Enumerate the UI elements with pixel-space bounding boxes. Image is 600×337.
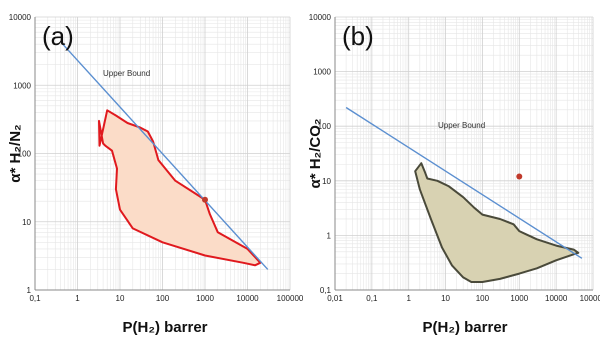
panel-1-upper-bound-line: [62, 43, 269, 270]
panel-2-x-tick-label: 1000: [510, 294, 528, 303]
panel-2-y-tick-label: 1000: [313, 68, 331, 77]
panel-2-x-tick-label: 100000: [580, 294, 600, 303]
panel-1-panel-label: (a): [42, 21, 74, 51]
panel-1-x-tick-label: 1000: [196, 294, 214, 303]
panel-2-panel-label: (b): [342, 21, 374, 51]
panel-2-y-tick-label: 10: [322, 177, 331, 186]
panel-1-y-tick-label: 10: [22, 218, 31, 227]
panel-2-y-tick-label: 0,1: [320, 286, 332, 295]
panel-1-y-tick-label: 1000: [13, 81, 31, 90]
panel-2-x-tick-label: 0,01: [327, 294, 343, 303]
panel-1-region-area: [98, 109, 262, 267]
panel-2-x-axis-label: P(H₂) barrer: [422, 319, 507, 336]
panel-2-y-tick-label: 10000: [309, 13, 332, 22]
panel-2-upper-bound-line: [345, 106, 583, 259]
panel-1-data-point: [202, 196, 208, 203]
panel-2-y-tick-label: 1: [327, 231, 332, 240]
panel-2-x-tick-label: 100: [476, 294, 490, 303]
panel-1-x-axis-label: P(H₂) barrer: [122, 319, 207, 336]
panel-1-x-tick-label: 10000: [236, 294, 259, 303]
panel-1-y-tick-label: 1: [27, 286, 32, 295]
panel-1-y-axis-label: α* H₂/N₂: [7, 124, 24, 182]
panel-2-data-point: [516, 173, 523, 180]
panel-1-y-tick-label: 10000: [9, 13, 32, 22]
panel-1-upper-bound-label: Upper Bound: [103, 69, 150, 78]
panel-2-x-tick-label: 10000: [545, 294, 568, 303]
panel-1-y-tick-label: 100: [18, 150, 32, 159]
panel-2-upper-bound-label: Upper Bound: [438, 121, 485, 130]
panel-2-x-tick-label: 1: [406, 294, 411, 303]
panel-1-x-tick-label: 1: [75, 294, 80, 303]
panel-1-x-tick-label: 100: [156, 294, 170, 303]
panel-1-x-tick-label: 0,1: [29, 294, 41, 303]
panel-2-x-tick-label: 0,1: [366, 294, 378, 303]
panel-2-x-tick-label: 10: [441, 294, 450, 303]
panel-2-y-tick-label: 100: [318, 122, 332, 131]
panel-2-y-axis-label: α* H₂/CO₂: [307, 118, 324, 188]
panel-1-x-tick-label: 100000: [277, 294, 304, 303]
panel-1-x-tick-label: 10: [116, 294, 125, 303]
